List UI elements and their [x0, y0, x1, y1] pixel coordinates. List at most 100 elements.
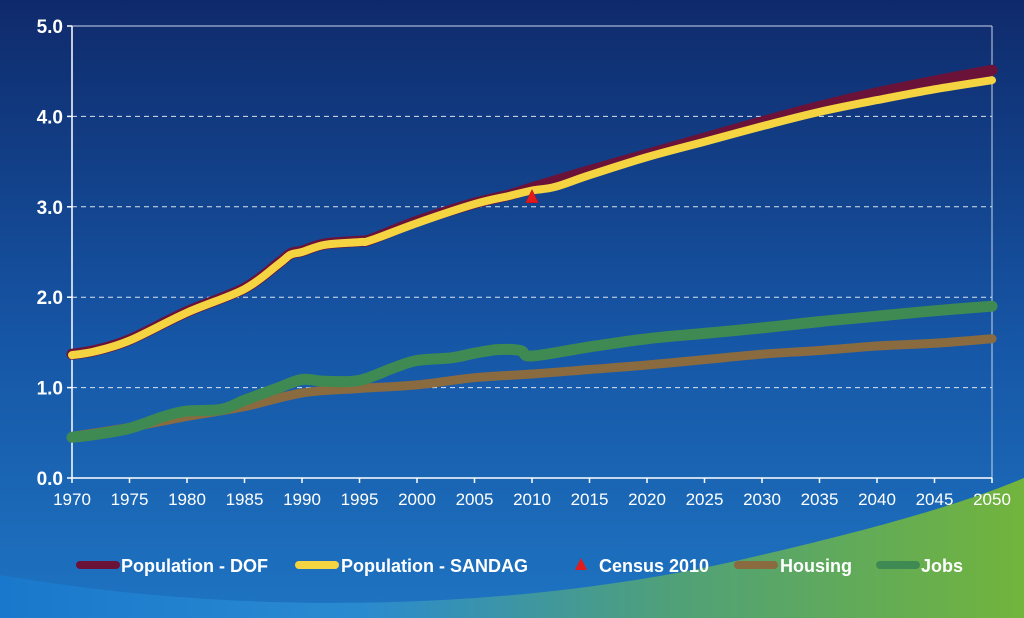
series-line-jobs-point-1990 [301, 378, 303, 380]
series-line-population-sandag-point-1989 [289, 254, 291, 256]
x-tick-label-2050: 2050 [973, 490, 1011, 509]
series-lines [66, 64, 998, 443]
legend-jobs-label: Jobs [921, 556, 963, 576]
y-tick-label-0-0: 0.0 [37, 469, 63, 490]
series-line-population-sandag-point-1990 [301, 251, 303, 253]
series-line-jobs-point-1995 [358, 379, 360, 381]
series-line-population-dof-point-2040 [876, 92, 878, 94]
legend-census-2010-swatch [575, 558, 587, 570]
series-line-housing-point-1995 [358, 387, 360, 389]
x-tick-label-2045: 2045 [916, 490, 954, 509]
series-line-housing-point-2040 [876, 345, 878, 347]
series-line-jobs-point-1980 [186, 410, 188, 412]
series-line-jobs-point-2015 [588, 346, 590, 348]
series-line-population-sandag-point-2005 [473, 203, 475, 205]
y-tick-label-1-0: 1.0 [37, 379, 63, 400]
legend: Population - DOF Population - SANDAG Censu… [76, 556, 963, 576]
series-line-jobs-point-2003 [450, 357, 452, 359]
x-tick-label-2000: 2000 [398, 490, 436, 509]
series-line-population-dof [66, 64, 998, 360]
x-tick-label-2035: 2035 [801, 490, 839, 509]
series-line-housing-point-1990 [301, 392, 303, 394]
x-tick-label-2015: 2015 [571, 490, 609, 509]
series-line-population-sandag-point-1992 [324, 244, 326, 246]
series-line-population-sandag-point-1996 [370, 239, 372, 241]
series-line-jobs-point-1985 [243, 399, 245, 401]
series-line-population-sandag-point-1970 [71, 354, 73, 356]
series-line-population-sandag-point-1972 [94, 350, 96, 352]
series-line-population-sandag-point-2015 [588, 174, 590, 176]
decorative-swoosh [0, 478, 1024, 618]
series-line-population-sandag [68, 76, 996, 360]
series-line-jobs-point-1998 [393, 367, 395, 369]
series-line-housing-point-2050 [991, 338, 993, 340]
series-line-population-sandag-point-1985 [243, 288, 245, 290]
series-line-population-sandag-point-1988 [278, 263, 280, 265]
series-line-population-dof-point-2045 [933, 80, 935, 82]
y-tick-label-5-0: 5.0 [37, 17, 63, 38]
series-line-population-sandag-point-2012 [554, 186, 556, 188]
series-line-housing-point-2015 [588, 368, 590, 370]
series-line-jobs-point-2020 [646, 338, 648, 340]
series-line-housing-point-2020 [646, 364, 648, 366]
x-tick-label-2040: 2040 [858, 490, 896, 509]
series-line-population-sandag-point-2040 [876, 99, 878, 101]
series-line-jobs-point-1975 [128, 427, 130, 429]
x-tick-label-1975: 1975 [111, 490, 149, 509]
x-tick-label-2010: 2010 [513, 490, 551, 509]
census-2010-point [525, 189, 539, 204]
series-line-jobs-point-2009 [519, 349, 521, 351]
series-line-jobs-point-1970 [71, 436, 73, 438]
y-tick-label-2-0: 2.0 [37, 288, 63, 309]
series-line-population-sandag-point-1975 [128, 339, 130, 341]
series-line-housing-point-2005 [473, 377, 475, 379]
series-line-housing-point-2030 [761, 353, 763, 355]
legend-census-2010-label: Census 2010 [599, 556, 709, 576]
series-line-housing-point-2045 [933, 342, 935, 344]
series-line-population-sandag-point-1995 [358, 241, 360, 243]
series-line-housing-point-2000 [416, 384, 418, 386]
series-line-population-sandag-point-2045 [933, 88, 935, 90]
series-line-jobs-point-2050 [991, 305, 993, 307]
series-line-jobs-point-2010 [531, 355, 533, 357]
series-line-jobs-point-2035 [818, 320, 820, 322]
legend-population-sandag-label: Population - SANDAG [341, 556, 528, 576]
y-tick-label-4-0: 4.0 [37, 107, 63, 128]
y-axis-tick-labels: 0.0 1.0 2.0 3.0 4.0 5.0 [37, 17, 63, 490]
series-line-jobs-point-2025 [703, 332, 705, 334]
y-tick-label-3-0: 3.0 [37, 198, 63, 219]
x-tick-label-2025: 2025 [686, 490, 724, 509]
series-line-housing-point-2035 [818, 349, 820, 351]
series-line-jobs-point-1992 [324, 380, 326, 382]
series-line-population-sandag-point-2008 [508, 195, 510, 197]
series-line-jobs-point-2030 [761, 327, 763, 329]
series-line-population-sandag-point-2050 [991, 79, 993, 81]
series-line-population-dof-point-2050 [991, 69, 993, 71]
x-tick-label-2030: 2030 [743, 490, 781, 509]
series-line-population-sandag-point-2000 [416, 222, 418, 224]
x-tick-label-1990: 1990 [283, 490, 321, 509]
series-line-population-sandag-point-2020 [646, 156, 648, 158]
series-line-population-dof-point-2035 [818, 105, 820, 107]
series-line-jobs-point-1972 [94, 433, 96, 435]
series-line-jobs [66, 300, 998, 443]
series-line-jobs-point-2007 [496, 348, 498, 350]
series-line-housing-point-2010 [531, 373, 533, 375]
series-line-jobs-point-2045 [933, 310, 935, 312]
x-axis-tick-labels: 1970 1975 1980 1985 1990 1995 2000 2005 2010 2015… [53, 490, 1011, 509]
series-line-population-sandag-point-2030 [761, 125, 763, 127]
x-tick-label-1995: 1995 [341, 490, 379, 509]
series-line-housing-point-2025 [703, 358, 705, 360]
series-line-population-sandag-point-2035 [818, 111, 820, 113]
series-line-population-sandag-point-2025 [703, 141, 705, 143]
x-tick-label-1980: 1980 [168, 490, 206, 509]
series-line-jobs-point-1988 [278, 386, 280, 388]
series-line-population-sandag-point-1980 [186, 311, 188, 313]
legend-housing-label: Housing [780, 556, 852, 576]
series-line-jobs-point-1978 [163, 415, 165, 417]
series-line-jobs-point-2005 [473, 352, 475, 354]
axes [67, 25, 993, 483]
x-tick-label-2005: 2005 [456, 490, 494, 509]
